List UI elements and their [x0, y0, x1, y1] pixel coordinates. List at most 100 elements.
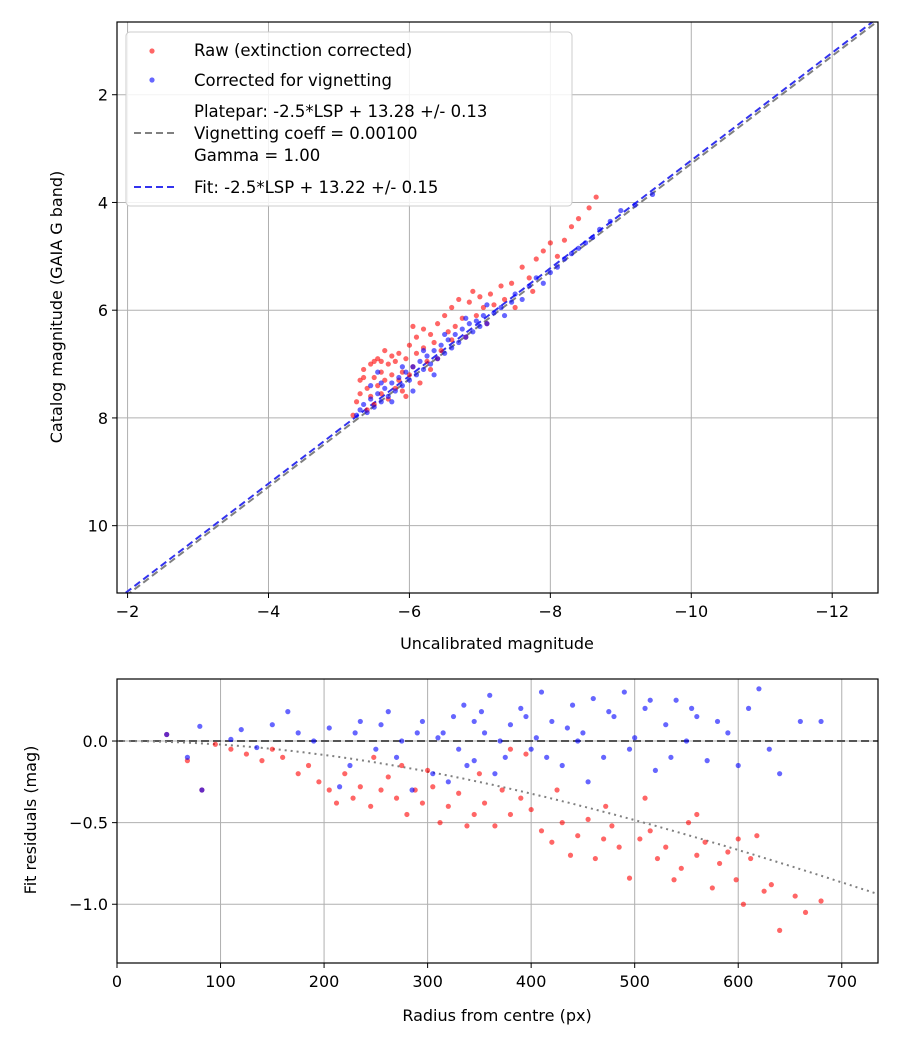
legend-label-fit: Fit: -2.5*LSP + 13.22 +/- 0.15	[194, 178, 438, 197]
ax2-raw-point	[523, 751, 529, 757]
ax2-raw-point	[269, 746, 275, 752]
residuals-plot-frame	[116, 678, 879, 964]
ax2-raw-point	[492, 823, 498, 829]
ax1-raw-point	[361, 366, 367, 373]
ax2-raw-point	[663, 844, 669, 850]
ax2-raw-point	[626, 875, 633, 881]
ax2-corrected-point	[471, 718, 477, 725]
ax1-raw-point	[413, 350, 420, 356]
ax1-corrected-point	[385, 393, 391, 399]
ax2-raw-point	[802, 909, 809, 916]
ax2-corrected-point	[373, 746, 379, 752]
ax1-raw-point	[449, 304, 455, 311]
ax1-raw-point	[399, 388, 405, 394]
ax2-corrected-point	[704, 758, 710, 764]
ax2-corrected-point	[197, 723, 203, 729]
ax2-corrected-point	[777, 771, 783, 777]
ax2-corrected-point	[766, 746, 772, 752]
ax1-corrected-point	[364, 409, 370, 416]
ax1-corrected-point	[431, 347, 437, 354]
ax2-raw-point	[476, 771, 482, 777]
legend-label-gamma: Gamma = 1.00	[194, 146, 320, 165]
ax1-raw-point	[396, 350, 402, 356]
ax1-corrected-point	[361, 401, 367, 408]
ax2-corrected-point	[735, 762, 741, 769]
ax1-corrected-point	[540, 280, 546, 286]
ax2-raw-point	[761, 888, 767, 894]
ax1-y-tick-label: 2	[98, 86, 108, 105]
ax2-raw-point	[507, 746, 514, 752]
ax2-raw-point	[685, 820, 692, 826]
ax2-raw-point	[678, 865, 684, 871]
ax1-corrected-point	[618, 207, 624, 214]
ax2-corrected-point	[606, 709, 612, 715]
legend-marker-corrected	[149, 77, 155, 83]
ax2-raw-point	[425, 767, 431, 774]
ax2-corrected-point	[590, 695, 596, 702]
ax2-raw-point	[499, 787, 505, 793]
ax1-raw-point	[445, 329, 451, 335]
ax2-raw-point	[559, 820, 565, 826]
calibration-plot-fit-lines	[123, 22, 878, 593]
calibration-plot-y-axis-label: Catalog magnitude (GAIA G band)	[47, 171, 66, 443]
ax1-corrected-point	[498, 304, 504, 311]
ax1-raw-point	[480, 304, 487, 311]
ax2-x-tick-label: 0	[112, 972, 122, 991]
ax2-raw-point	[357, 784, 363, 790]
ax1-raw-point	[501, 296, 508, 303]
ax2-corrected-point	[518, 705, 524, 711]
ax1-raw-point	[427, 366, 434, 373]
ax1-corrected-point	[410, 388, 416, 394]
ax2-raw-point	[430, 784, 436, 790]
ax1-corrected-point	[403, 369, 409, 375]
ax2-corrected-point	[393, 754, 400, 760]
ax2-corrected-point	[487, 692, 493, 698]
ax2-corrected-point	[683, 738, 690, 744]
ax1-corrected-point	[368, 383, 374, 389]
ax2-x-tick-label: 500	[619, 972, 650, 991]
ax1-x-tick-label: −8	[539, 602, 563, 621]
ax2-corrected-point	[621, 689, 627, 695]
ax2-raw-point	[295, 771, 301, 777]
ax2-raw-point	[518, 795, 524, 801]
ax2-x-tick-label: 700	[826, 972, 857, 991]
ax1-corrected-point	[389, 380, 395, 386]
ax2-corrected-point	[409, 787, 415, 793]
ax1-corrected-point	[378, 399, 384, 405]
ax2-corrected-point	[311, 738, 317, 744]
ax2-raw-point	[694, 811, 700, 818]
legend-marker-raw	[149, 48, 155, 54]
ax2-raw-point	[716, 860, 723, 867]
ax2-corrected-point	[481, 730, 488, 736]
legend-box	[125, 31, 573, 207]
legend-label-corrected: Corrected for vignetting	[194, 71, 392, 90]
ax1-raw-point	[361, 374, 367, 381]
ax2-raw-point	[642, 795, 648, 801]
residuals-plot-reference-lines	[117, 740, 878, 896]
ax2-x-tick-label: 100	[205, 972, 236, 991]
ax1-raw-point	[519, 264, 525, 270]
ax2-corrected-point	[478, 709, 485, 715]
ax1-raw-point	[526, 275, 532, 281]
ax2-corrected-point	[523, 713, 529, 720]
ax1-raw-point	[586, 205, 592, 211]
ax1-corrected-point	[519, 296, 525, 303]
ax1-x-tick-label: −4	[257, 602, 281, 621]
ax1-raw-point	[470, 288, 476, 294]
ax1-corrected-point	[375, 369, 381, 375]
ax2-raw-point	[393, 795, 400, 801]
ax1-raw-point	[452, 323, 458, 329]
ax2-x-tick-label: 600	[723, 972, 754, 991]
ax2-raw-point	[316, 779, 322, 785]
residuals-plot-points	[164, 686, 824, 933]
ax1-corrected-point	[438, 342, 444, 348]
ax2-raw-point	[694, 852, 700, 858]
ax2-y-tick-label: 0.0	[83, 732, 108, 751]
ax2-x-tick-label: 200	[309, 972, 340, 991]
calibration-plot-ticks: −2 −4 −6 −8 −10 −12 2 4 6 8 10	[88, 86, 849, 621]
ax2-x-tick-label: 300	[412, 972, 443, 991]
ax2-corrected-point	[440, 730, 446, 736]
ax2-raw-point	[399, 762, 405, 769]
ax2-raw-point	[350, 795, 356, 801]
ax1-corrected-point	[473, 318, 479, 324]
